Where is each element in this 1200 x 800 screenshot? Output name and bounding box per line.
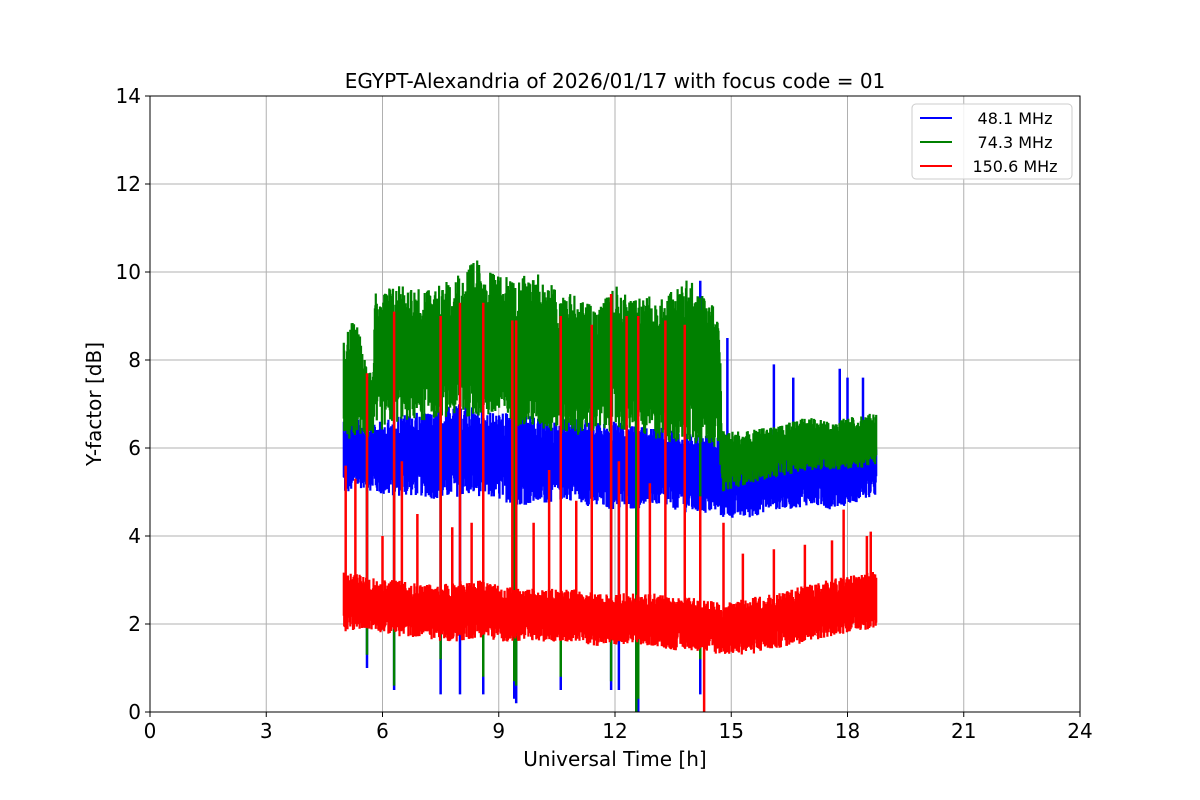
y-axis-label: Y-factor [dB] <box>82 342 106 467</box>
x-axis-label: Universal Time [h] <box>523 747 706 771</box>
x-tick-label: 0 <box>144 719 157 743</box>
series-150-6-mhz <box>342 294 878 712</box>
x-tick-label: 24 <box>1067 719 1092 743</box>
x-tick-label: 18 <box>835 719 860 743</box>
x-tick-label: 3 <box>260 719 273 743</box>
series-layer <box>342 260 878 712</box>
y-tick-label: 6 <box>128 436 141 460</box>
x-tick-label: 15 <box>719 719 744 743</box>
chart-title: EGYPT-Alexandria of 2026/01/17 with focu… <box>345 69 886 93</box>
y-tick-label: 4 <box>128 524 141 548</box>
x-tick-label: 9 <box>492 719 505 743</box>
legend-label: 74.3 MHz <box>978 133 1053 152</box>
y-tick-label: 2 <box>128 612 141 636</box>
x-tick-label: 6 <box>376 719 389 743</box>
y-tick-label: 14 <box>116 84 141 108</box>
x-tick-label: 21 <box>951 719 976 743</box>
y-tick-label: 12 <box>116 172 141 196</box>
legend-label: 150.6 MHz <box>972 157 1057 176</box>
legend-label: 48.1 MHz <box>978 109 1053 128</box>
y-tick-label: 10 <box>116 260 141 284</box>
y-tick-label: 0 <box>128 700 141 724</box>
legend-box <box>911 103 1073 180</box>
x-tick-label: 12 <box>602 719 627 743</box>
y-tick-label: 8 <box>128 348 141 372</box>
legend: 48.1 MHz 74.3 MHz 150.6 MHz <box>911 103 1073 180</box>
